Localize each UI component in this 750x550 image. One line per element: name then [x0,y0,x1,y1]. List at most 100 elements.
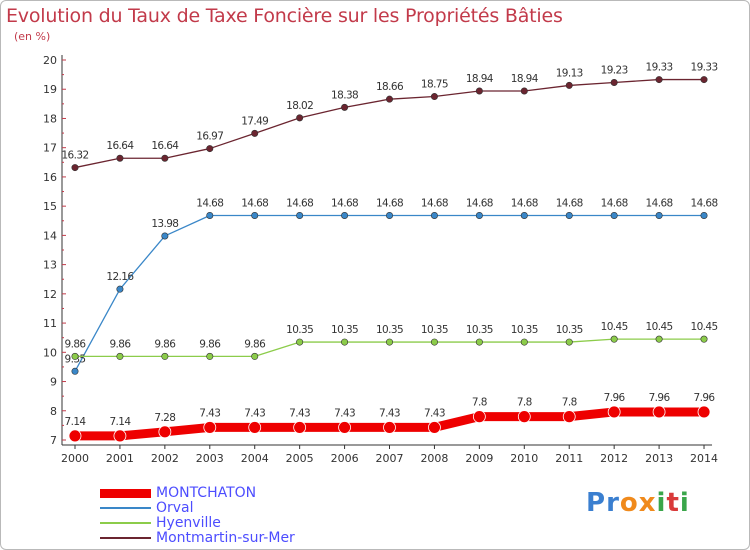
x-tick-label: 2003 [196,452,224,465]
data-label: 7.43 [334,407,355,419]
data-label: 18.38 [331,89,358,101]
logo-letter: P [586,488,607,518]
data-label: 7.14 [65,416,87,428]
x-tick-label: 2002 [151,452,179,465]
logo-letter: i [679,488,690,518]
data-point [203,421,217,434]
data-label: 14.68 [331,198,358,210]
data-point [610,335,618,343]
data-point [655,212,663,220]
data-point [430,93,438,101]
data-label: 9.86 [244,338,266,350]
data-label: 18.94 [511,73,539,85]
data-point [610,212,618,220]
data-label: 18.02 [286,100,313,112]
data-label: 10.45 [646,321,673,333]
data-label: 10.35 [376,324,403,336]
data-label: 7.96 [649,392,671,404]
data-point [475,338,483,346]
data-label: 10.35 [466,324,493,336]
data-label: 14.68 [601,198,628,210]
data-label: 17.49 [241,115,268,127]
data-label: 7.8 [517,397,532,409]
y-tick-label: 13 [43,259,57,272]
data-point [607,405,621,419]
data-point [655,76,663,84]
data-point [386,212,394,220]
data-label: 18.75 [421,79,448,91]
data-point [472,410,486,424]
data-label: 16.97 [196,131,223,143]
logo-letter: t [666,488,680,518]
x-tick-label: 2007 [376,452,404,465]
x-tick-label: 2012 [600,452,628,465]
data-label: 7.96 [694,392,716,404]
y-tick-label: 7 [50,434,57,447]
data-label: 10.35 [331,324,358,336]
data-point [655,335,663,343]
logo-letter: x [638,488,657,518]
data-label: 19.13 [556,67,583,79]
y-tick-label: 17 [43,142,57,155]
data-label: 10.35 [511,324,538,336]
data-label: 7.8 [472,397,487,409]
data-point [700,335,708,343]
data-label: 14.68 [466,198,493,210]
data-point [520,338,528,346]
data-point [430,212,438,220]
data-point [430,338,438,346]
data-point [248,421,262,434]
data-point [71,367,79,375]
data-label: 14.68 [241,198,268,210]
data-label: 9.86 [154,338,176,350]
data-point [520,212,528,220]
data-point [383,421,396,434]
legend-swatch [100,537,151,539]
data-point [475,87,483,95]
legend-swatch [100,522,151,524]
data-label: 12.16 [106,271,134,283]
y-tick-label: 18 [43,112,57,125]
data-label: 10.45 [690,321,717,333]
y-tick-label: 10 [43,346,57,359]
data-label: 14.68 [286,198,313,210]
x-tick-label: 2005 [286,452,314,465]
legend-swatch [100,507,151,509]
data-label: 10.45 [601,321,628,333]
data-label: 7.28 [154,412,175,424]
data-label: 9.86 [65,338,87,350]
data-point [428,421,441,434]
data-label: 14.68 [646,198,673,210]
data-point [251,129,259,137]
data-label: 7.8 [562,397,577,409]
x-tick-label: 2006 [331,452,359,465]
data-point [475,212,483,220]
data-point [386,95,394,103]
data-point [113,429,127,443]
data-point [520,87,528,95]
y-tick-label: 11 [43,317,57,330]
x-tick-label: 2004 [241,452,269,465]
y-tick-label: 20 [43,54,57,67]
y-tick-label: 9 [50,376,57,389]
data-point [116,285,124,293]
x-tick-label: 2013 [645,452,673,465]
data-point [296,338,304,346]
data-point [161,154,169,162]
logo-letter: o [619,488,639,518]
data-point [206,352,214,360]
y-tick-label: 16 [43,171,57,184]
x-tick-label: 2009 [465,452,493,465]
data-label: 7.14 [109,416,131,428]
x-tick-label: 2001 [106,452,134,465]
data-label: 7.43 [424,407,445,419]
legend-label: MONTCHATON [156,485,257,501]
data-point [652,405,666,419]
data-label: 19.23 [601,65,628,77]
data-label: 18.66 [376,81,404,93]
data-label: 19.33 [690,62,717,74]
data-point [161,232,169,240]
data-point [296,114,304,122]
data-point [71,352,79,360]
